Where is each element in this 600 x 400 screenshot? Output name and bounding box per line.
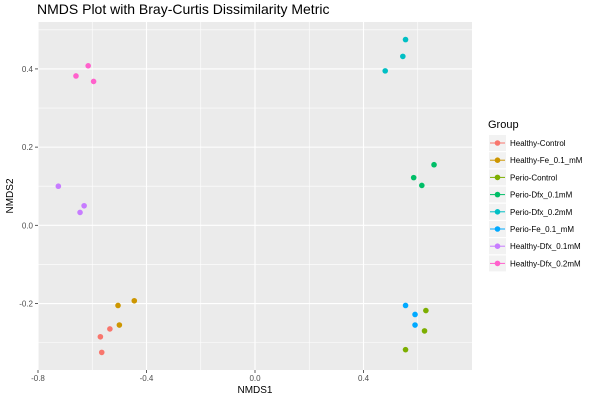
legend-key-point	[494, 226, 501, 232]
x-tick-label: 0.4	[358, 374, 370, 383]
y-axis-title: NMDS2	[5, 178, 16, 213]
legend-label: Perio-Dfx_0.2mM	[510, 208, 573, 217]
legend: Group Healthy-Control Healthy-Fe_0.1_mM Pe…	[488, 119, 583, 272]
x-tick-label: 0.0	[249, 374, 261, 383]
legend-label: Perio-Fe_0.1_mM	[510, 225, 574, 234]
legend-label: Perio-Control	[510, 173, 557, 182]
data-point	[107, 326, 113, 332]
x-tick-label: -0.4	[140, 374, 154, 383]
legend-key-point	[494, 209, 501, 215]
data-point	[90, 78, 97, 85]
data-point	[382, 68, 389, 74]
data-point	[412, 322, 418, 328]
data-point	[77, 209, 83, 216]
data-point	[131, 297, 138, 304]
data-point	[97, 333, 104, 340]
data-point	[115, 302, 121, 309]
x-axis-ticks: -0.8 -0.4 0.0 0.4	[31, 370, 370, 383]
x-tick-label: -0.8	[31, 374, 45, 383]
data-point	[419, 182, 425, 189]
legend-label: Healthy-Control	[510, 139, 566, 148]
legend-label: Healthy-Dfx_0.1mM	[510, 242, 581, 251]
y-tick-label: 0.2	[22, 143, 34, 152]
data-point	[431, 161, 437, 168]
legend-key-point	[494, 243, 501, 249]
data-point	[400, 53, 406, 60]
legend-key-point	[494, 140, 501, 146]
chart-title: NMDS Plot with Bray-Curtis Dissimilarity…	[37, 1, 329, 17]
legend-label: Perio-Dfx_0.1mM	[510, 191, 573, 200]
legend-title: Group	[488, 119, 519, 131]
legend-key-point	[494, 191, 501, 198]
data-point	[73, 73, 79, 79]
legend-label: Healthy-Dfx_0.2mM	[510, 259, 581, 268]
y-tick-label: 0.4	[22, 65, 34, 74]
data-point	[81, 202, 87, 209]
data-point	[412, 311, 418, 318]
x-axis-title: NMDS1	[237, 385, 272, 396]
data-points	[55, 36, 437, 356]
data-point	[410, 174, 417, 181]
data-point	[402, 346, 409, 353]
data-point	[421, 328, 428, 334]
data-point	[98, 349, 105, 356]
major-gridlines	[37, 22, 472, 370]
data-point	[55, 183, 62, 190]
legend-key-point	[494, 157, 501, 163]
y-tick-label: -0.2	[19, 300, 33, 309]
legend-key-point	[494, 174, 501, 181]
data-point	[423, 307, 429, 314]
legend-label: Healthy-Fe_0.1_mM	[510, 156, 583, 165]
data-point	[85, 62, 91, 69]
legend-key-point	[494, 260, 501, 267]
y-tick-label: 0.0	[22, 221, 34, 230]
data-point	[402, 36, 409, 43]
y-axis-ticks: -0.2 0.0 0.2 0.4	[19, 65, 38, 309]
data-point	[402, 302, 409, 309]
data-point	[116, 322, 123, 328]
